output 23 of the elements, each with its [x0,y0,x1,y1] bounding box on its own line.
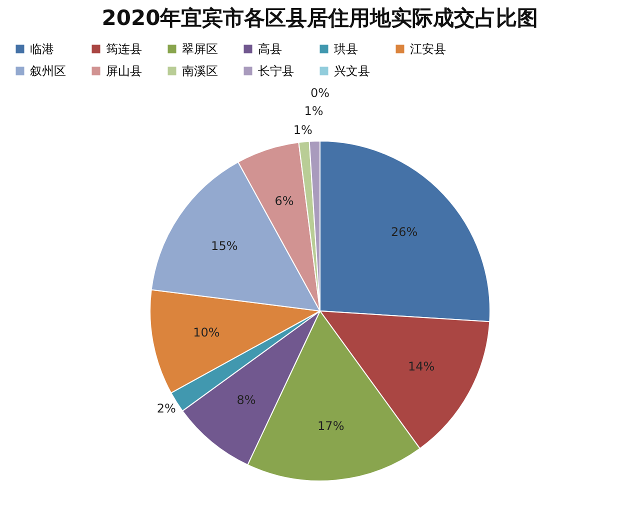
data-label: 6% [274,194,294,208]
data-label: 15% [211,239,238,254]
legend-label: 南溪区 [182,64,218,78]
data-label: 26% [390,224,418,239]
chart-title: 2020年宜宾市各区县居住用地实际成交占比图 [102,6,538,30]
legend-label: 筠连县 [106,42,142,56]
data-label: 10% [193,326,220,340]
legend-label: 翠屏区 [182,42,218,56]
text: 0% [310,86,330,100]
legend-label: 江安县 [410,42,446,56]
legend-label: 叙州区 [30,64,66,78]
data-label: 8% [236,393,256,408]
legend-label: 兴文县 [334,64,370,78]
data-label: 1% [293,122,312,137]
data-label: 14% [408,360,435,374]
legend-label: 屏山县 [106,64,142,78]
legend-label: 珙县 [334,42,358,56]
data-label: 2% [156,402,176,416]
data-label: 1% [304,104,324,118]
legend-label: 高县 [258,42,282,56]
legend-label: 长宁县 [258,64,294,78]
data-label: 17% [318,419,344,434]
legend-label: 临港 [30,42,54,56]
